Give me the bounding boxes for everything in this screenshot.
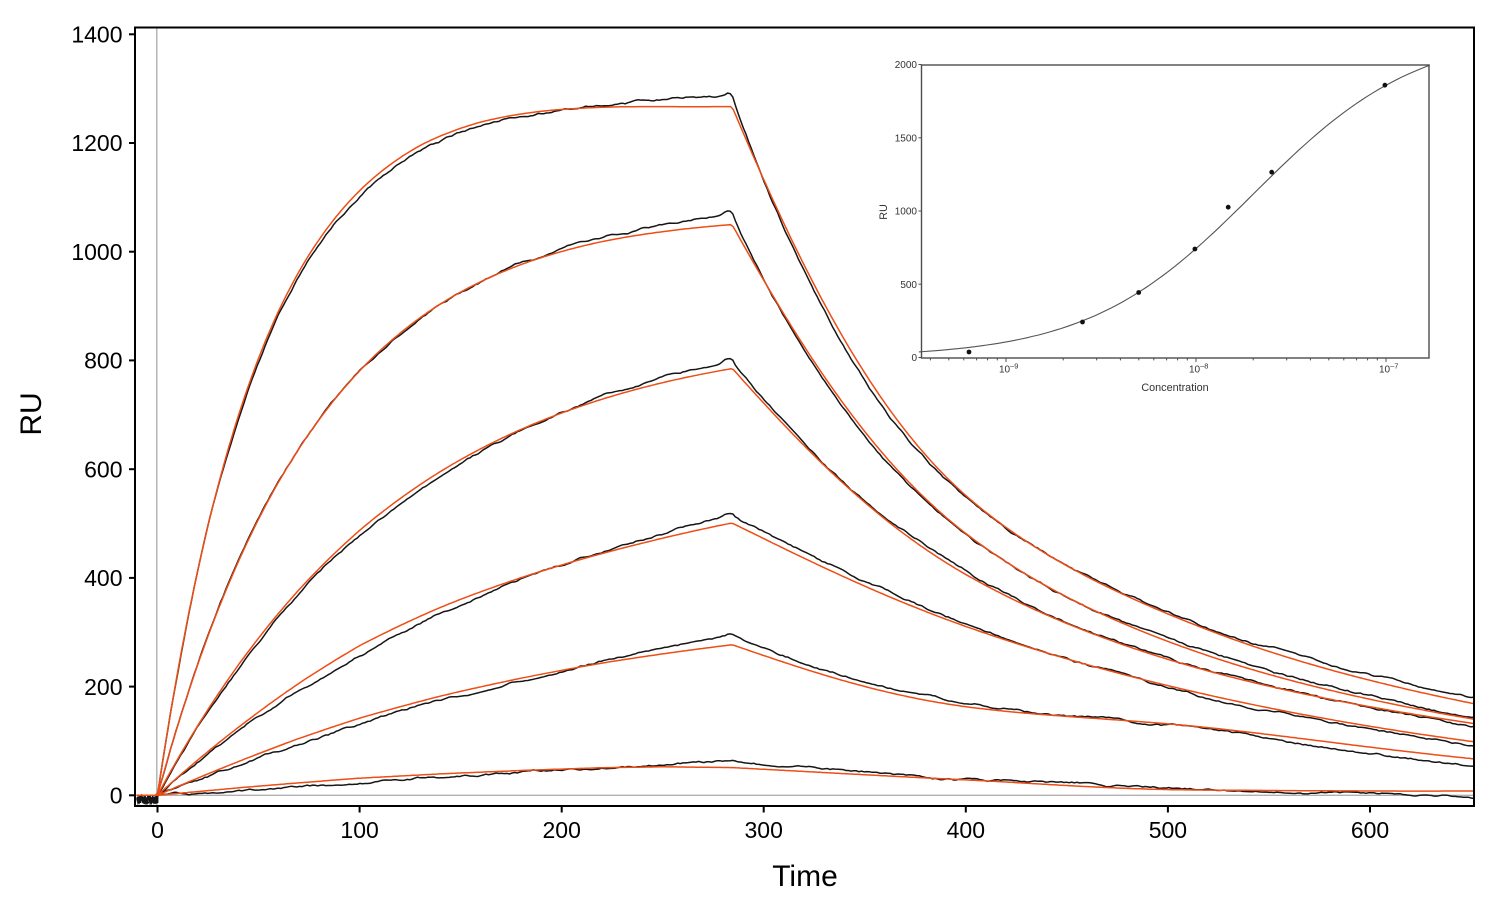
svg-text:1000: 1000 [895, 207, 918, 218]
svg-text:Time: Time [772, 860, 838, 893]
svg-text:1200: 1200 [71, 130, 122, 156]
svg-text:400: 400 [947, 817, 985, 843]
svg-text:RU: RU [878, 204, 890, 220]
svg-text:200: 200 [84, 674, 122, 700]
svg-text:400: 400 [84, 565, 122, 591]
svg-text:RU: RU [15, 392, 48, 435]
svg-text:1400: 1400 [71, 22, 122, 48]
svg-text:200: 200 [543, 817, 581, 843]
svg-text:0: 0 [110, 783, 123, 809]
svg-text:0: 0 [151, 817, 164, 843]
svg-text:500: 500 [900, 280, 917, 291]
svg-text:500: 500 [1149, 817, 1187, 843]
svg-text:100: 100 [340, 817, 378, 843]
svg-text:2000: 2000 [895, 60, 918, 71]
svg-text:800: 800 [84, 348, 122, 374]
svg-text:0: 0 [911, 353, 917, 364]
svg-text:300: 300 [745, 817, 783, 843]
svg-text:600: 600 [1351, 817, 1389, 843]
svg-text:Concentration: Concentration [1141, 382, 1208, 394]
svg-text:600: 600 [84, 456, 122, 482]
svg-text:1000: 1000 [71, 239, 122, 265]
svg-text:1500: 1500 [895, 133, 918, 144]
